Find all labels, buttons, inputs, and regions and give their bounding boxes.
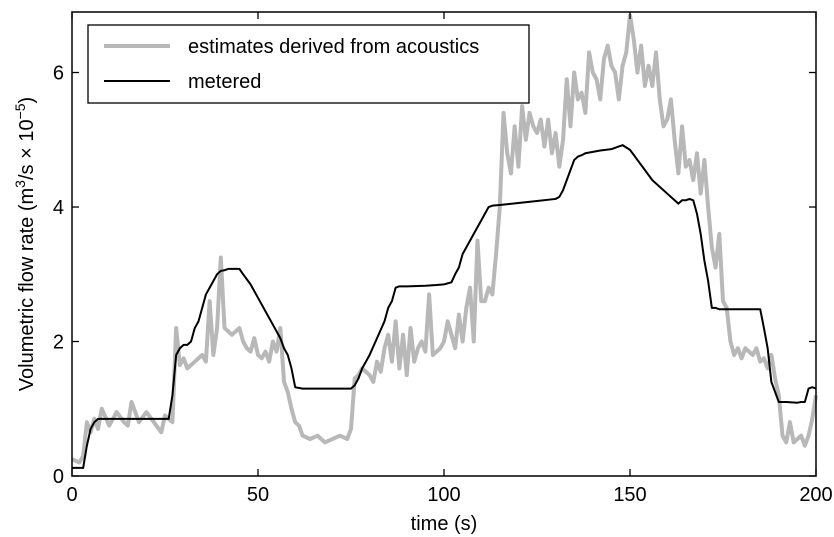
y-tick-label: 6 <box>53 63 64 85</box>
y-axis-label-sup2: −5 <box>12 103 28 119</box>
x-tick-label: 0 <box>66 484 77 506</box>
x-tick-label: 50 <box>247 484 269 506</box>
y-tick-label: 0 <box>53 466 64 488</box>
y-axis-label-sup1: 3 <box>12 180 28 188</box>
legend-label-estimates: estimates derived from acoustics <box>188 36 479 58</box>
y-axis-label-middle: /s × 10 <box>16 119 38 180</box>
series-line-estimates <box>71 13 818 465</box>
y-tick-label: 4 <box>53 197 64 219</box>
series-layer <box>71 13 818 469</box>
y-axis-label-suffix: ) <box>16 97 38 104</box>
y-axis-label-prefix: Volumetric flow rate (m <box>16 188 38 391</box>
y-axis-label: Volumetric flow rate (m3/s × 10−5) <box>12 97 38 391</box>
legend-label-metered: metered <box>188 71 261 93</box>
x-tick-label: 100 <box>427 484 460 506</box>
x-tick-label: 200 <box>799 484 832 506</box>
legend: estimates derived from acoustics metered <box>87 24 530 104</box>
legend-box <box>87 24 530 104</box>
x-axis-label: time (s) <box>411 513 478 535</box>
tick-layer: 0 50 100 150 200 0 2 4 6 <box>53 12 833 506</box>
series-line-metered <box>72 144 817 469</box>
y-tick-label: 2 <box>53 332 64 354</box>
x-tick-label: 150 <box>613 484 646 506</box>
